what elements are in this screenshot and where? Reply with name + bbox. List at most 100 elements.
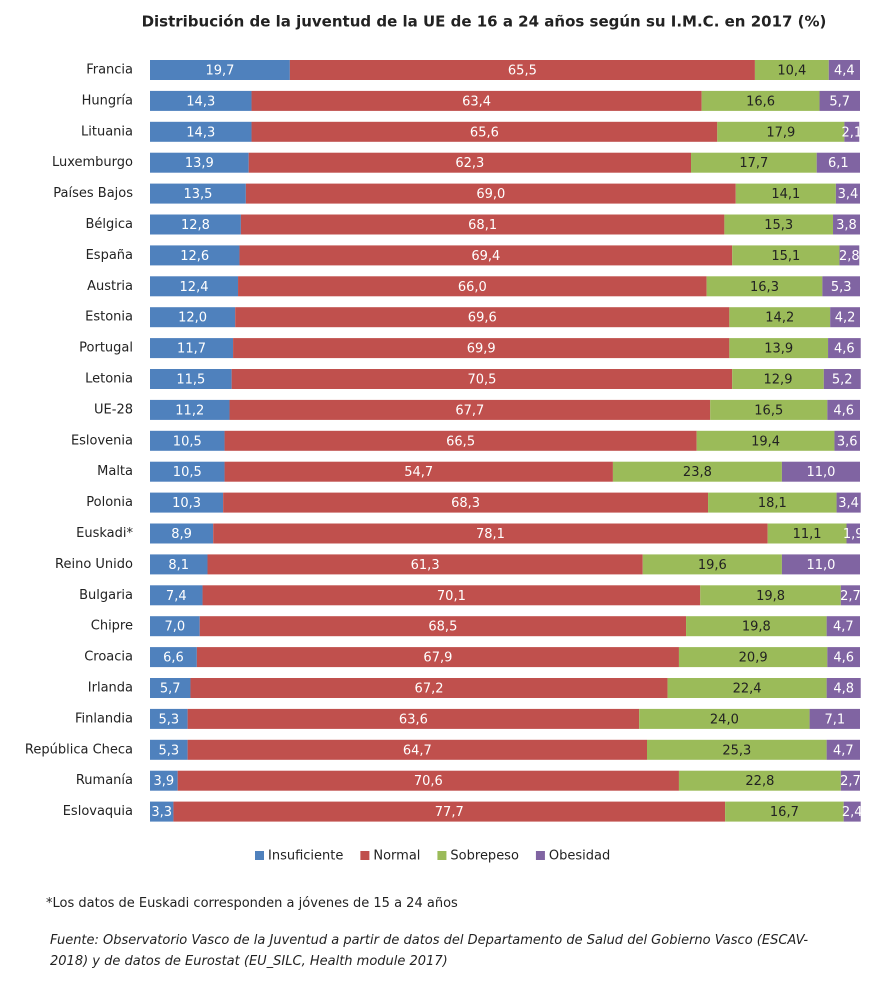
value-label: 22,8	[745, 774, 774, 789]
bar-segment	[767, 523, 847, 544]
bar-segment	[732, 245, 840, 266]
value-label: 4,6	[834, 342, 855, 357]
bar-segment	[150, 183, 246, 204]
category-label: Bulgaria	[79, 588, 133, 603]
bar-segment	[187, 739, 647, 760]
value-label: 3,4	[838, 496, 859, 511]
legend-swatch	[535, 851, 545, 860]
value-label: 6,6	[163, 651, 184, 666]
bar-segment	[233, 338, 730, 359]
bar-segment	[725, 801, 844, 822]
value-label: 17,7	[739, 156, 768, 171]
value-label: 22,4	[733, 682, 762, 697]
value-label: 4,7	[833, 743, 854, 758]
bar-segment	[150, 307, 236, 328]
value-label: 4,7	[833, 620, 854, 635]
category-label: Finlandia	[75, 711, 133, 726]
value-label: 54,7	[404, 465, 433, 480]
value-label: 5,3	[831, 280, 852, 295]
value-label: 77,7	[435, 805, 464, 820]
category-label: Estonia	[85, 310, 133, 325]
bar-segment	[835, 183, 860, 204]
bar-segment	[823, 369, 861, 389]
category-label: Malta	[97, 464, 133, 479]
value-label: 20,9	[739, 651, 768, 666]
bar-segment	[826, 678, 861, 698]
value-label: 11,2	[175, 403, 204, 418]
value-label: 4,8	[833, 682, 854, 697]
value-label: 8,1	[168, 558, 189, 573]
value-label: 15,3	[764, 218, 793, 233]
bar-segment	[190, 678, 668, 698]
bar-segment	[187, 708, 640, 729]
value-label: 10,4	[777, 64, 806, 79]
source: Fuente: Observatorio Vasco de la Juventu…	[50, 933, 809, 969]
value-label: 3,4	[838, 187, 859, 202]
bar-segment	[150, 90, 252, 111]
bar-segment	[781, 554, 860, 575]
bar-segment	[213, 523, 768, 544]
bar-segment	[196, 647, 679, 668]
bar-segment	[840, 585, 860, 606]
category-label: Letonia	[85, 372, 133, 387]
bar-segment	[150, 399, 230, 420]
value-label: 10,5	[173, 434, 202, 449]
bar-segment	[235, 307, 730, 328]
value-label: 15,1	[771, 249, 800, 264]
bar-segment	[224, 461, 613, 482]
bar-segment	[245, 183, 736, 204]
bar-segment	[150, 739, 188, 760]
legend-label: Obesidad	[549, 849, 610, 864]
category-label: Rumanía	[76, 773, 133, 788]
bar-segment	[150, 276, 239, 297]
bar-segment	[836, 492, 861, 513]
value-label: 2,8	[839, 249, 860, 264]
bar-segment	[239, 245, 733, 266]
bar-segment	[754, 60, 829, 80]
legend-swatch	[360, 851, 370, 860]
bar-segment	[828, 60, 860, 80]
category-label: Bélgica	[85, 217, 133, 232]
value-label: 10,5	[173, 465, 202, 480]
value-label: 13,9	[185, 156, 214, 171]
bar-segment	[150, 585, 203, 606]
value-label: 66,5	[446, 434, 475, 449]
value-label: 7,1	[824, 712, 845, 727]
bar-segment	[717, 121, 845, 142]
bar-segment	[240, 214, 725, 235]
value-label: 19,8	[756, 589, 785, 604]
bar-segment	[150, 523, 214, 544]
value-label: 2,7	[840, 589, 861, 604]
bar-segment	[150, 492, 224, 513]
value-label: 10,3	[172, 496, 201, 511]
value-label: 65,5	[508, 64, 537, 79]
value-label: 24,0	[710, 712, 739, 727]
value-label: 3,6	[837, 434, 858, 449]
value-label: 68,3	[451, 496, 480, 511]
value-label: 65,6	[470, 125, 499, 140]
value-label: 14,1	[771, 187, 800, 202]
legend-label: Sobrepeso	[450, 849, 519, 864]
bar-segment	[150, 647, 197, 668]
bar-segment	[231, 369, 733, 389]
bar-segment	[710, 399, 828, 420]
chart-title: Distribución de la juventud de la UE de …	[142, 13, 827, 31]
bar-segment	[827, 647, 860, 668]
bar-segment	[729, 338, 829, 359]
value-label: 78,1	[476, 527, 505, 542]
value-label: 68,5	[428, 620, 457, 635]
value-label: 62,3	[455, 156, 484, 171]
value-label: 70,6	[414, 774, 443, 789]
value-label: 70,5	[467, 373, 496, 388]
bar-segment	[846, 523, 860, 544]
value-label: 2,1	[841, 125, 862, 140]
category-label: Euskadi*	[76, 526, 133, 541]
category-label: Países Bajos	[53, 186, 133, 201]
bar-segment	[150, 369, 232, 389]
bar-segment	[834, 430, 860, 451]
legend-swatch	[255, 851, 264, 860]
category-label: Polonia	[86, 495, 133, 510]
category-label: UE-28	[94, 402, 133, 417]
value-label: 12,6	[180, 249, 209, 264]
